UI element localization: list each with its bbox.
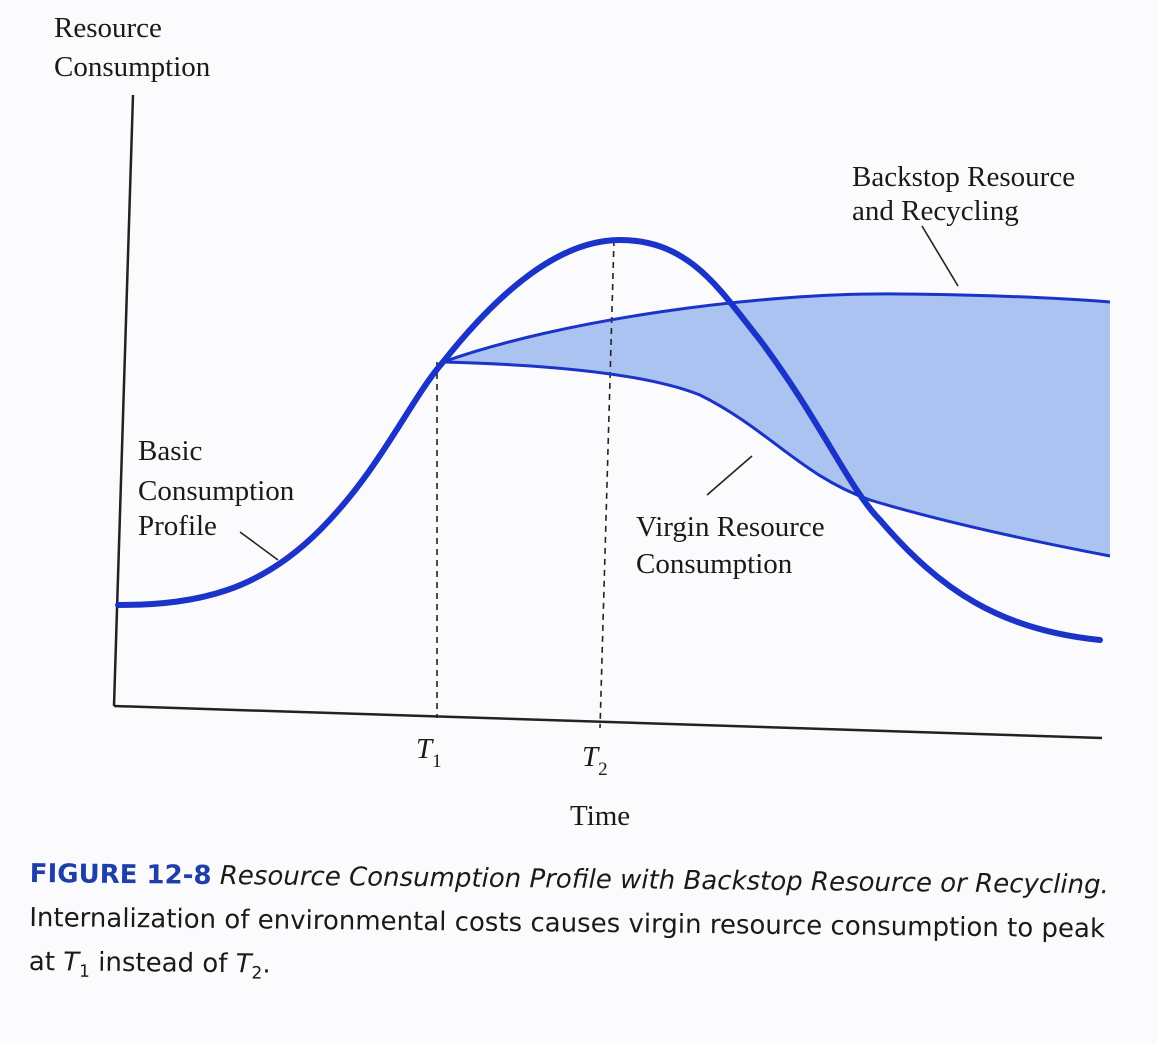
leader-line	[239, 531, 279, 561]
symbol-base: T	[235, 949, 252, 980]
leader-line	[921, 225, 959, 287]
basic-curve	[115, 236, 1103, 643]
figure-title: Resource Consumption Profile with Backst…	[219, 860, 1109, 901]
leader-line	[706, 455, 753, 496]
t2-guide	[599, 239, 615, 729]
caption-symbol: T2	[235, 949, 263, 983]
x-axis	[113, 704, 1103, 740]
caption: FIGURE 12-8 Resource Consumption Profile…	[29, 852, 1140, 1005]
caption-text: instead of	[98, 947, 228, 980]
annotation: Virgin Resource	[636, 511, 825, 543]
virgin-curve	[442, 360, 1111, 558]
annotation: Basic	[138, 435, 202, 467]
annotation: Consumption	[636, 548, 793, 580]
annotation: Profile	[138, 510, 217, 542]
x-marker: T2	[582, 741, 608, 780]
symbol-sub: 1	[78, 961, 90, 982]
caption-symbol: T1	[63, 947, 90, 981]
symbol-base: T	[63, 947, 80, 978]
figure-number: FIGURE 12-8	[29, 858, 212, 891]
caption-text: .	[262, 949, 271, 980]
marker-sub: 1	[432, 751, 442, 772]
marker-base: T	[582, 741, 600, 773]
figure: Resource Consumption Backstop Resource a…	[54, 12, 1111, 832]
annotation: and Recycling	[852, 195, 1019, 227]
symbol-sub: 2	[251, 963, 263, 984]
backstop-curve	[442, 292, 1111, 364]
marker-sub: 2	[598, 759, 608, 780]
x-marker: T1	[416, 733, 442, 772]
recycling-band	[443, 293, 1110, 556]
annotation: Consumption	[138, 475, 295, 507]
x-axis-label: Time	[570, 800, 630, 832]
y-axis-label: Resource	[54, 12, 162, 44]
annotation: Backstop Resource	[852, 161, 1075, 193]
y-axis-label: Consumption	[54, 51, 211, 83]
marker-base: T	[416, 733, 434, 765]
y-axis	[112, 94, 135, 707]
